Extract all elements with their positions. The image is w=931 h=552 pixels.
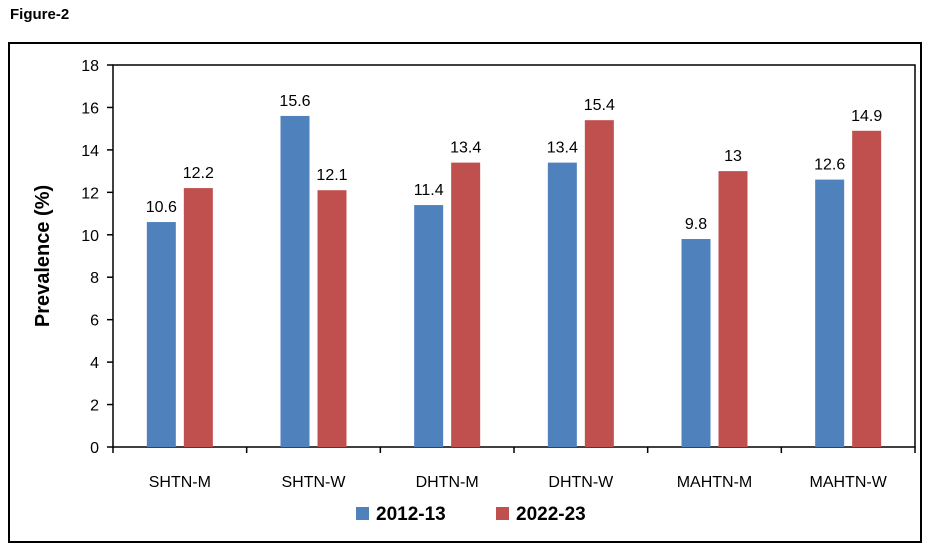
chart-legend: 2012-13 2022-23	[356, 504, 586, 525]
x-category-label: MAHTN-W	[810, 474, 888, 491]
bar-2022-23-SHTN-M	[183, 188, 213, 448]
x-category-label: DHTN-W	[548, 474, 614, 491]
data-label: 13	[724, 148, 742, 165]
data-label: 13.4	[450, 140, 481, 157]
y-tick-label: 6	[90, 313, 99, 330]
y-tick-label: 0	[90, 440, 99, 457]
bar-2022-23-DHTN-W	[584, 120, 614, 447]
data-label: 15.4	[584, 97, 615, 114]
y-tick-label: 8	[90, 270, 99, 287]
x-category-label: MAHTN-M	[677, 474, 753, 491]
data-label: 12.1	[316, 167, 347, 184]
x-category-label: SHTN-W	[282, 474, 347, 491]
y-axis-label: Prevalence (%)	[32, 185, 54, 327]
legend-swatch	[496, 507, 509, 520]
y-tick-label: 18	[81, 58, 99, 75]
y-tick-label: 4	[90, 355, 99, 372]
y-tick-label: 14	[81, 143, 99, 160]
data-label: 13.4	[547, 140, 578, 157]
data-label: 12.2	[183, 165, 214, 182]
x-category-label: DHTN-M	[416, 474, 479, 491]
chart-axes: 0 2 4 6 8 10 12 14 16 18 Prevalence (%) SHTN-M SHTN-…	[32, 58, 916, 491]
data-label: 11.4	[414, 182, 444, 199]
bar-2022-23-SHTN-W	[317, 190, 347, 447]
legend-label: 2012-13	[376, 504, 446, 525]
bar-2012-13-MAHTN-M	[681, 239, 711, 447]
bar-2022-23-MAHTN-W	[852, 130, 882, 448]
data-label: 14.9	[851, 108, 882, 125]
bar-2012-13-DHTN-M	[414, 205, 444, 447]
legend-label: 2022-23	[516, 504, 586, 525]
bar-2012-13-MAHTN-W	[815, 179, 845, 447]
y-tick-label: 10	[81, 228, 99, 245]
y-tick-label: 16	[81, 100, 99, 117]
data-label: 15.6	[279, 93, 310, 110]
chart-data-labels: 10.6 12.2 15.6 12.1 11.4 13.4 13.4 15.4 9.8 13 12.…	[146, 93, 883, 233]
data-label: 12.6	[814, 157, 845, 174]
chart-bars	[146, 115, 882, 448]
bar-2012-13-SHTN-M	[146, 222, 176, 447]
legend-swatch	[356, 507, 369, 520]
y-tick-label: 12	[81, 185, 99, 202]
bar-2012-13-SHTN-W	[280, 115, 310, 447]
plot-area-border	[112, 64, 916, 448]
bar-2022-23-DHTN-M	[451, 162, 481, 447]
y-tick-label: 2	[90, 398, 99, 415]
data-label: 9.8	[685, 216, 707, 233]
bar-2022-23-MAHTN-M	[718, 171, 748, 447]
data-label: 10.6	[146, 199, 177, 216]
bar-2012-13-DHTN-W	[547, 162, 577, 447]
x-category-label: SHTN-M	[149, 474, 211, 491]
figure-title: Figure-2	[10, 6, 70, 23]
